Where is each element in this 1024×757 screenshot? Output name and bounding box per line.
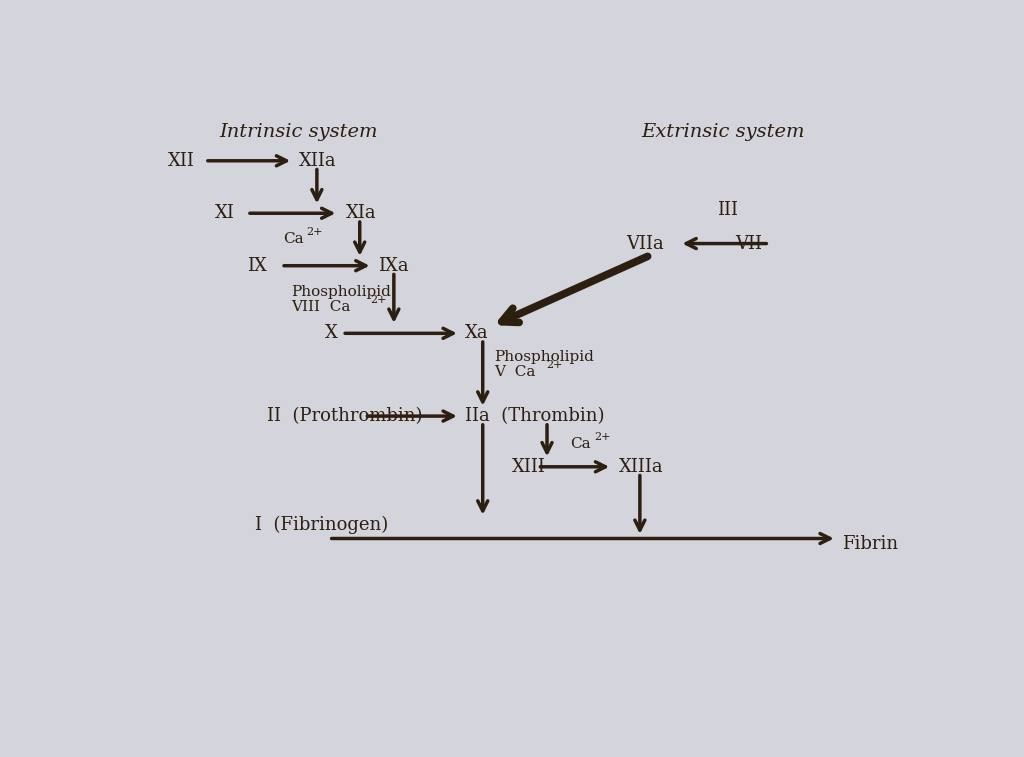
Text: Extrinsic system: Extrinsic system xyxy=(641,123,805,141)
Text: XIIa: XIIa xyxy=(299,152,336,170)
Text: Ca: Ca xyxy=(570,437,591,451)
Text: IXa: IXa xyxy=(378,257,409,275)
Text: VII: VII xyxy=(735,235,762,253)
Text: I  (Fibrinogen): I (Fibrinogen) xyxy=(255,516,388,534)
Text: III: III xyxy=(717,201,738,220)
Text: IIa  (Thrombin): IIa (Thrombin) xyxy=(465,407,605,425)
Text: Phospholipid: Phospholipid xyxy=(291,285,390,299)
Text: II  (Prothrombin): II (Prothrombin) xyxy=(267,407,422,425)
Text: XIII: XIII xyxy=(512,458,546,476)
Text: 2+: 2+ xyxy=(546,360,563,370)
Text: X: X xyxy=(325,324,338,342)
Text: 2+: 2+ xyxy=(370,294,386,304)
Text: Phospholipid: Phospholipid xyxy=(495,350,595,364)
Text: Intrinsic system: Intrinsic system xyxy=(219,123,378,141)
Text: Ca: Ca xyxy=(283,232,303,246)
Text: XIIIa: XIIIa xyxy=(618,458,664,476)
Text: XI: XI xyxy=(215,204,236,223)
Text: XII: XII xyxy=(168,152,195,170)
Text: XIa: XIa xyxy=(346,204,377,223)
Text: 2+: 2+ xyxy=(306,227,323,237)
Text: VIIa: VIIa xyxy=(627,235,665,253)
Text: 2+: 2+ xyxy=(594,432,610,442)
Text: Xa: Xa xyxy=(465,324,488,342)
Text: IX: IX xyxy=(247,257,267,275)
Text: VIII  Ca: VIII Ca xyxy=(291,300,350,313)
Text: V  Ca: V Ca xyxy=(495,365,536,378)
Text: Fibrin: Fibrin xyxy=(842,535,898,553)
